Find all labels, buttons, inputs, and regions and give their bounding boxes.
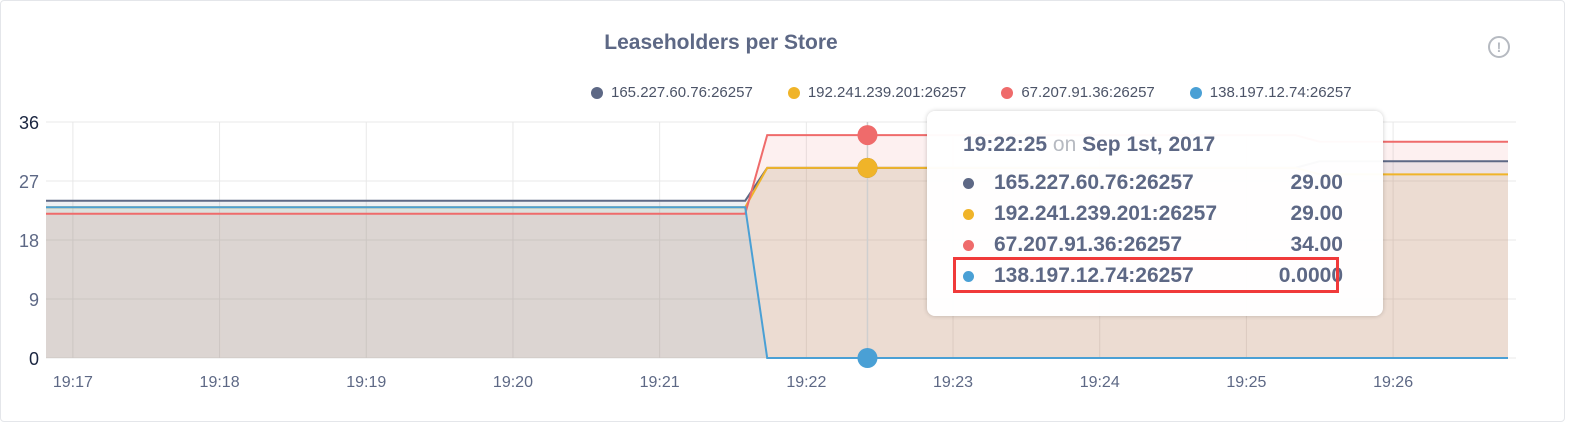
hover-point xyxy=(857,125,878,146)
chart-title: Leaseholders per Store xyxy=(604,31,838,54)
series-dot xyxy=(963,208,974,220)
legend: 165.227.60.76:26257 192.241.239.201:2625… xyxy=(591,84,1367,101)
highlight-box xyxy=(953,257,1339,293)
tooltip-label: 165.227.60.76:26257 xyxy=(994,171,1194,194)
tooltip-date: Sep 1st, 2017 xyxy=(1082,133,1216,156)
series-area xyxy=(46,207,1508,358)
tooltip-row: 165.227.60.76:26257 29.00 xyxy=(963,167,1343,199)
tooltip-row: 138.197.12.74:26257 0.0000 xyxy=(963,260,1343,292)
x-tick-label: 19:26 xyxy=(1373,374,1413,391)
x-tick-label: 19:17 xyxy=(53,374,93,391)
tooltip-label: 138.197.12.74:26257 xyxy=(994,264,1194,287)
tooltip-header: 19:22:25 on Sep 1st, 2017 xyxy=(963,133,1215,157)
hover-point xyxy=(857,157,878,178)
y-tick-label: 9 xyxy=(29,290,39,310)
chart-card: Leaseholders per Store ! 165.227.60.76:2… xyxy=(0,0,1565,422)
y-tick-label: 18 xyxy=(19,231,39,251)
tooltip-value: 34.00 xyxy=(1290,233,1343,256)
legend-label: 138.197.12.74:26257 xyxy=(1209,84,1352,101)
series-line xyxy=(46,206,1508,359)
legend-label: 165.227.60.76:26257 xyxy=(611,84,753,101)
series-dot xyxy=(963,239,974,251)
legend-item[interactable]: 165.227.60.76:26257 xyxy=(591,84,753,101)
x-tick-label: 19:21 xyxy=(640,374,680,391)
legend-label: 192.241.239.201:26257 xyxy=(807,84,967,101)
info-icon[interactable]: ! xyxy=(1488,36,1510,58)
legend-item[interactable]: 67.207.91.36:26257 xyxy=(1001,84,1155,101)
tooltip-label: 192.241.239.201:26257 xyxy=(994,202,1218,225)
series-dot xyxy=(963,270,974,282)
legend-dot xyxy=(787,86,800,99)
x-tick-label: 19:19 xyxy=(346,374,386,391)
tooltip-row: 192.241.239.201:26257 29.00 xyxy=(963,198,1343,230)
tooltip-label: 67.207.91.36:26257 xyxy=(994,233,1183,256)
legend-item[interactable]: 138.197.12.74:26257 xyxy=(1189,84,1352,101)
tooltip-value: 29.00 xyxy=(1290,171,1343,194)
hover-point xyxy=(857,348,878,368)
tooltip-value: 29.00 xyxy=(1290,202,1343,225)
y-tick-label: 0 xyxy=(29,349,39,369)
legend-dot xyxy=(591,86,603,99)
legend-item[interactable]: 192.241.239.201:26257 xyxy=(787,84,967,101)
x-tick-label: 19:22 xyxy=(786,374,826,391)
tooltip-on: on xyxy=(1052,133,1077,156)
x-tick-label: 19:24 xyxy=(1080,374,1120,391)
y-tick-label: 27 xyxy=(19,172,39,192)
tooltip-row: 67.207.91.36:26257 34.00 xyxy=(963,229,1343,261)
tooltip-time: 19:22:25 xyxy=(963,133,1048,156)
x-tick-label: 19:25 xyxy=(1226,374,1266,391)
x-tick-label: 19:23 xyxy=(933,374,973,391)
y-tick-label: 36 xyxy=(19,113,39,133)
x-tick-label: 19:20 xyxy=(493,374,533,391)
tooltip-value: 0.0000 xyxy=(1278,264,1343,287)
x-tick-label: 19:18 xyxy=(200,374,240,391)
legend-dot xyxy=(1001,86,1014,99)
tooltip: 19:22:25 on Sep 1st, 2017 165.227.60.76:… xyxy=(927,111,1383,316)
series-dot xyxy=(963,177,974,189)
legend-label: 67.207.91.36:26257 xyxy=(1021,84,1155,101)
legend-dot xyxy=(1189,86,1202,99)
